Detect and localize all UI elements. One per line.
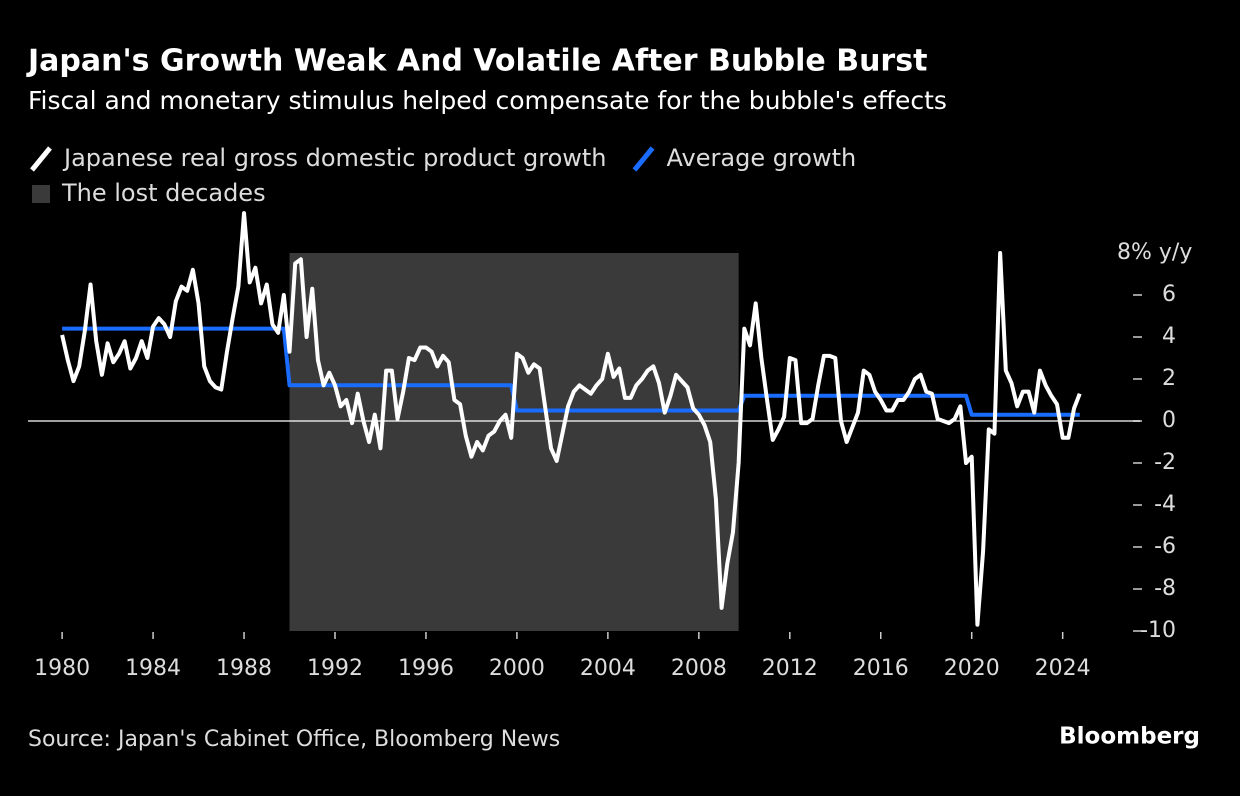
- x-tick-label: 1980: [34, 656, 90, 681]
- x-tick-label: 1992: [307, 656, 363, 681]
- x-tick-label: 1988: [216, 656, 272, 681]
- y-tick-label: 0: [1162, 408, 1176, 433]
- y-tick-label: 2: [1162, 366, 1176, 391]
- brand: Bloomberg: [1059, 724, 1200, 750]
- y-tick-label: 6: [1162, 282, 1176, 307]
- series-line: [62, 326, 1080, 417]
- x-tick-label: 1996: [398, 656, 454, 681]
- plot-area: 8% y/y 6 4 2 0 -2 -4 -6 -8 -10 1980 1984 1988 1992 199…: [28, 211, 1192, 681]
- series-line: [60, 211, 1082, 627]
- x-tick-label: 2016: [853, 656, 909, 681]
- legend-label: The lost decades: [61, 179, 266, 207]
- chart-subtitle: Fiscal and monetary stimulus helped comp…: [28, 86, 947, 115]
- x-tick-label: 2012: [762, 656, 818, 681]
- x-tick-label: 1984: [125, 656, 181, 681]
- y-tick-label: -8: [1154, 576, 1176, 601]
- legend-swatch: [30, 146, 52, 172]
- x-tick-label: 2024: [1035, 656, 1091, 681]
- chart-title: Japan's Growth Weak And Volatile After B…: [26, 44, 927, 79]
- legend-swatch: [32, 185, 50, 203]
- legend-swatch: [632, 146, 655, 172]
- shade-band: [289, 253, 739, 631]
- y-tick-label: 4: [1162, 324, 1176, 349]
- legend: Japanese real gross domestic product gro…: [30, 144, 857, 207]
- y-tick-label: -2: [1154, 450, 1176, 475]
- legend-label: Average growth: [667, 144, 857, 172]
- legend-label: Japanese real gross domestic product gro…: [62, 144, 607, 172]
- x-tick-label: 2020: [944, 656, 1000, 681]
- x-tick-label: 2000: [489, 656, 545, 681]
- y-tick-label: -10: [1140, 618, 1176, 643]
- source: Source: Japan's Cabinet Office, Bloomber…: [28, 727, 560, 752]
- y-tick-label: -6: [1154, 534, 1176, 559]
- x-tick-label: 2008: [671, 656, 727, 681]
- x-tick-label: 2004: [580, 656, 636, 681]
- y-tick-label: -4: [1154, 492, 1176, 517]
- y-tick-label: 8% y/y: [1117, 240, 1192, 265]
